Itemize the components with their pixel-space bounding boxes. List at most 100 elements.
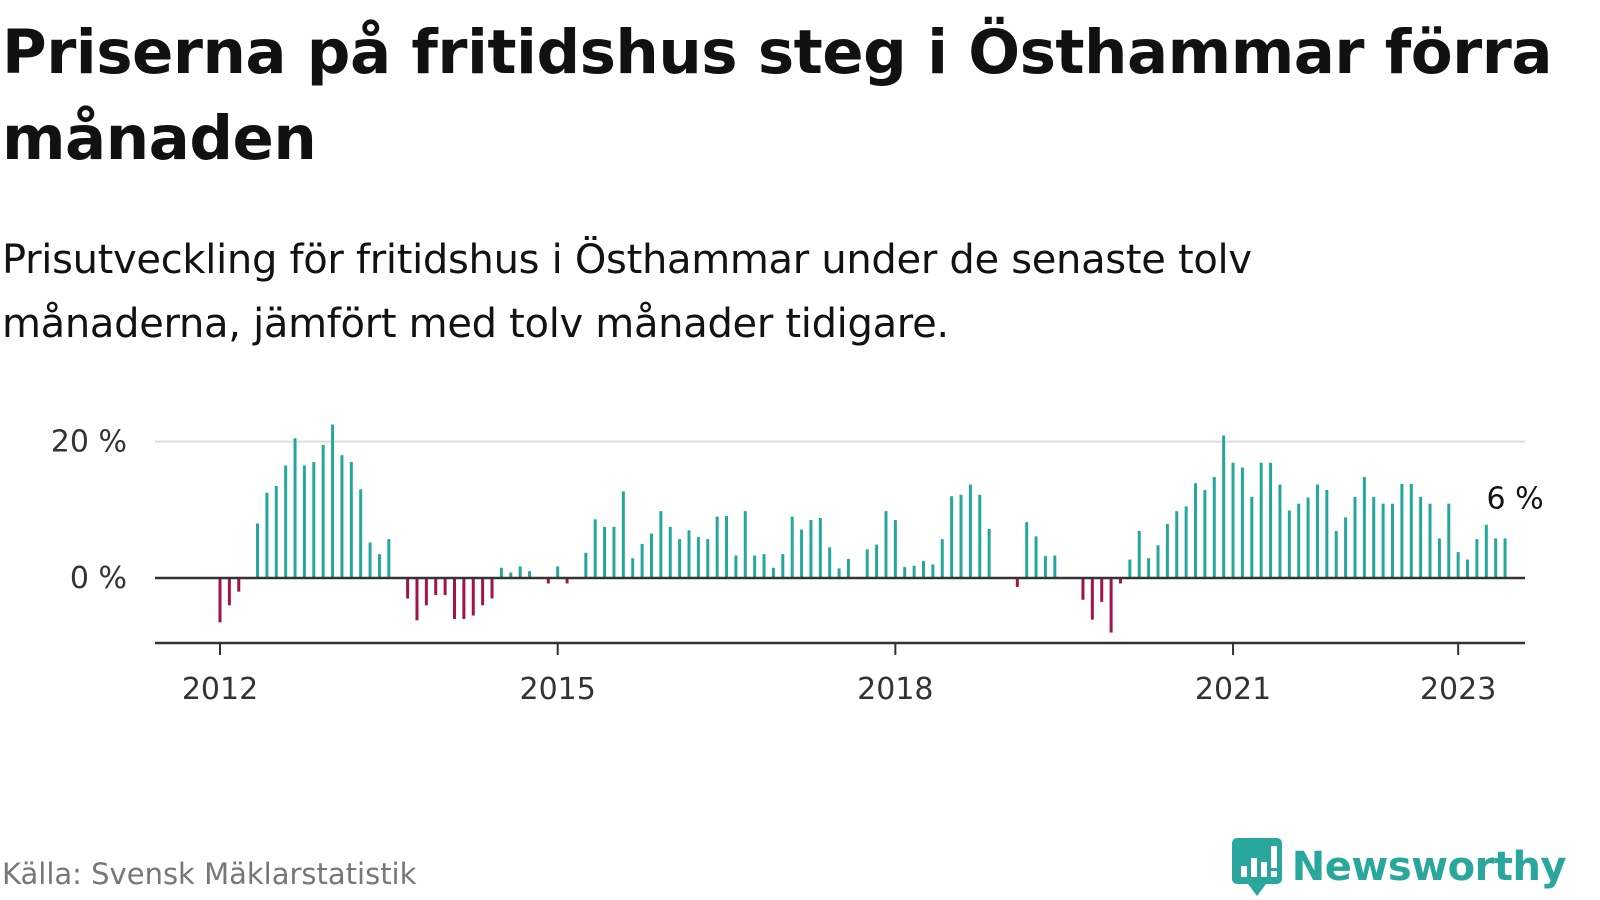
bar	[790, 516, 794, 578]
bar	[256, 523, 260, 578]
bar	[265, 492, 269, 578]
bar	[1025, 522, 1029, 578]
newsworthy-logo-icon	[1231, 838, 1282, 896]
bar	[1372, 496, 1376, 578]
bar	[1353, 496, 1357, 578]
bar	[434, 578, 438, 596]
bar	[1165, 524, 1169, 578]
bar	[1194, 483, 1198, 578]
bar	[556, 566, 560, 578]
bar	[584, 552, 588, 578]
y-tick-label: 20 %	[51, 425, 127, 460]
bar	[1259, 462, 1263, 578]
bar	[762, 554, 766, 578]
bar	[771, 567, 775, 578]
bar	[227, 578, 231, 606]
bar	[1484, 524, 1488, 578]
bar	[471, 578, 475, 616]
bar	[612, 526, 616, 578]
bar	[499, 567, 503, 578]
bar	[1100, 578, 1104, 602]
chart-title: Priserna på fritidshus steg i Östhammar …	[2, 17, 1553, 174]
bar	[1362, 477, 1366, 578]
bar	[424, 578, 428, 606]
bar	[1175, 511, 1179, 578]
bar	[1250, 496, 1254, 578]
bar	[1456, 552, 1460, 578]
y-tick-label: 0 %	[70, 561, 127, 596]
bar	[1222, 435, 1226, 578]
bar	[668, 526, 672, 578]
x-tick-label: 2018	[857, 672, 933, 707]
bar	[1053, 555, 1057, 578]
bar	[1315, 484, 1319, 578]
bar	[800, 529, 804, 578]
bar	[1475, 539, 1479, 578]
bar	[846, 558, 850, 578]
bar-layer	[218, 424, 1507, 633]
bar	[1043, 556, 1047, 578]
bar	[809, 520, 813, 578]
bar	[715, 516, 719, 578]
bar	[237, 578, 241, 592]
bar	[781, 554, 785, 578]
bar	[734, 555, 738, 578]
bar	[321, 445, 325, 578]
bar	[950, 496, 954, 578]
bar	[1156, 545, 1160, 578]
bar	[959, 494, 963, 578]
bar	[884, 511, 888, 578]
last-value-label: 6 %	[1486, 481, 1543, 516]
bar	[312, 462, 316, 578]
bar	[837, 568, 841, 578]
bar	[1344, 517, 1348, 578]
x-tick-label: 2012	[182, 672, 258, 707]
bar	[687, 530, 691, 578]
bar	[1090, 578, 1094, 620]
bar	[912, 565, 916, 578]
bar	[284, 465, 288, 578]
bar	[978, 494, 982, 578]
bar	[406, 578, 410, 599]
bar	[387, 539, 391, 578]
chart-subtitle: Prisutveckling för fritidshus i Östhamma…	[2, 237, 1252, 347]
bar	[931, 564, 935, 578]
bar	[1297, 503, 1301, 578]
bar	[1109, 578, 1113, 633]
label-layer: 0 % 20 % 2012 2015 2018 2021 2023 6 %	[51, 425, 1544, 707]
bar	[1428, 503, 1432, 578]
bar	[565, 578, 569, 584]
bar	[1118, 578, 1122, 584]
bar	[1334, 530, 1338, 578]
bar	[1391, 503, 1394, 578]
bar	[1306, 497, 1310, 578]
bar	[528, 571, 532, 578]
bar	[1081, 578, 1085, 600]
bar	[1184, 506, 1188, 578]
bar	[1409, 483, 1413, 578]
bar	[518, 566, 522, 578]
bar	[987, 528, 991, 578]
brand[interactable]: Newsworthy	[1231, 838, 1567, 896]
bar	[1212, 477, 1216, 578]
bar	[968, 484, 972, 578]
bar	[481, 578, 485, 606]
bar	[818, 517, 822, 578]
bar	[1287, 510, 1291, 578]
x-tick-label: 2021	[1195, 672, 1271, 707]
bar	[293, 438, 297, 578]
bar	[1400, 483, 1404, 578]
x-tick-label: 2023	[1420, 672, 1496, 707]
bar	[274, 485, 278, 578]
bar	[922, 560, 925, 578]
bar	[865, 549, 869, 578]
bar	[1503, 538, 1507, 578]
bar	[631, 558, 635, 578]
bar	[1203, 490, 1207, 578]
bar	[678, 539, 682, 578]
bar	[1231, 462, 1235, 578]
source-note: Källa: Svensk Mäklarstatistik	[2, 857, 417, 891]
x-tick-label: 2015	[520, 672, 596, 707]
bar	[1278, 484, 1282, 578]
bar	[940, 539, 944, 578]
